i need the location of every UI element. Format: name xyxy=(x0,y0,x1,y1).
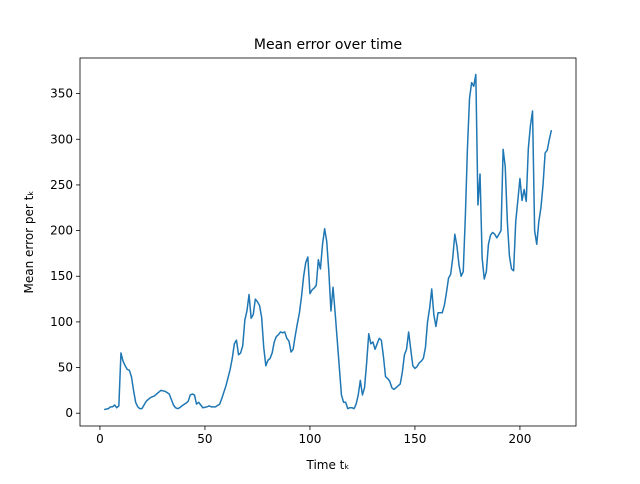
y-tick-label: 300 xyxy=(50,132,73,146)
x-tick-label: 200 xyxy=(508,432,531,446)
x-tick-label: 50 xyxy=(197,432,212,446)
y-tick-label: 150 xyxy=(50,269,73,283)
y-tick-label: 250 xyxy=(50,178,73,192)
y-tick-label: 0 xyxy=(65,406,73,420)
y-axis-label: Mean error per tₖ xyxy=(22,191,36,294)
y-tick-label: 350 xyxy=(50,87,73,101)
y-tick-label: 50 xyxy=(58,361,73,375)
x-tick-label: 0 xyxy=(96,432,104,446)
y-tick-label: 100 xyxy=(50,315,73,329)
x-tick-label: 100 xyxy=(298,432,321,446)
y-tick-label: 200 xyxy=(50,224,73,238)
plot-frame xyxy=(79,57,577,427)
chart-title: Mean error over time xyxy=(254,37,402,53)
x-axis-label: Time tₖ xyxy=(306,458,350,472)
data-line xyxy=(103,73,553,411)
x-tick-label: 150 xyxy=(403,432,426,446)
